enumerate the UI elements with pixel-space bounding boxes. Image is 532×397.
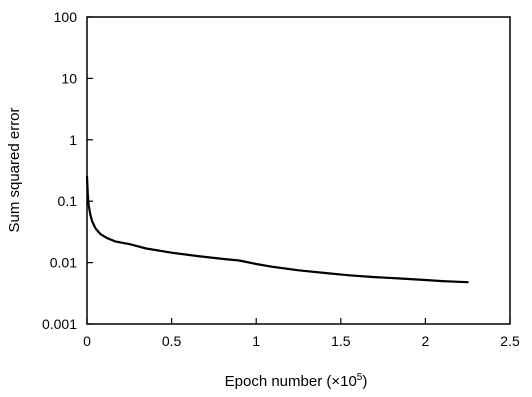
y-tick-label: 0.1: [58, 193, 78, 209]
y-tick-label: 0.001: [42, 316, 77, 332]
y-tick-label: 0.01: [50, 255, 77, 271]
x-axis-title: Epoch number (×105): [225, 372, 368, 390]
y-axis-ticks: 0.001 0.01 0.1 1 10 100: [42, 9, 93, 332]
y-axis-title: Sum squared error: [6, 107, 23, 232]
x-tick-label: 0.5: [162, 333, 182, 349]
y-tick-label: 100: [54, 9, 78, 25]
y-tick-label: 10: [61, 70, 77, 86]
series-layer: [85, 175, 469, 284]
x-axis-title-exponent: 5: [357, 372, 363, 383]
plot-frame: [86, 16, 511, 325]
x-tick-label: 2: [422, 333, 430, 349]
x-axis-ticks: 0 0.5 1 1.5 2 2.5: [83, 318, 520, 349]
y-tick-label: 1: [69, 132, 77, 148]
x-tick-label: 0: [83, 333, 91, 349]
x-tick-label: 2.5: [500, 333, 520, 349]
x-tick-label: 1.5: [331, 333, 351, 349]
x-axis-title-text: Epoch number (×10: [225, 373, 357, 390]
x-axis-title-suffix: ): [362, 373, 367, 390]
series-line: [85, 175, 469, 284]
x-tick-label: 1: [252, 333, 260, 349]
